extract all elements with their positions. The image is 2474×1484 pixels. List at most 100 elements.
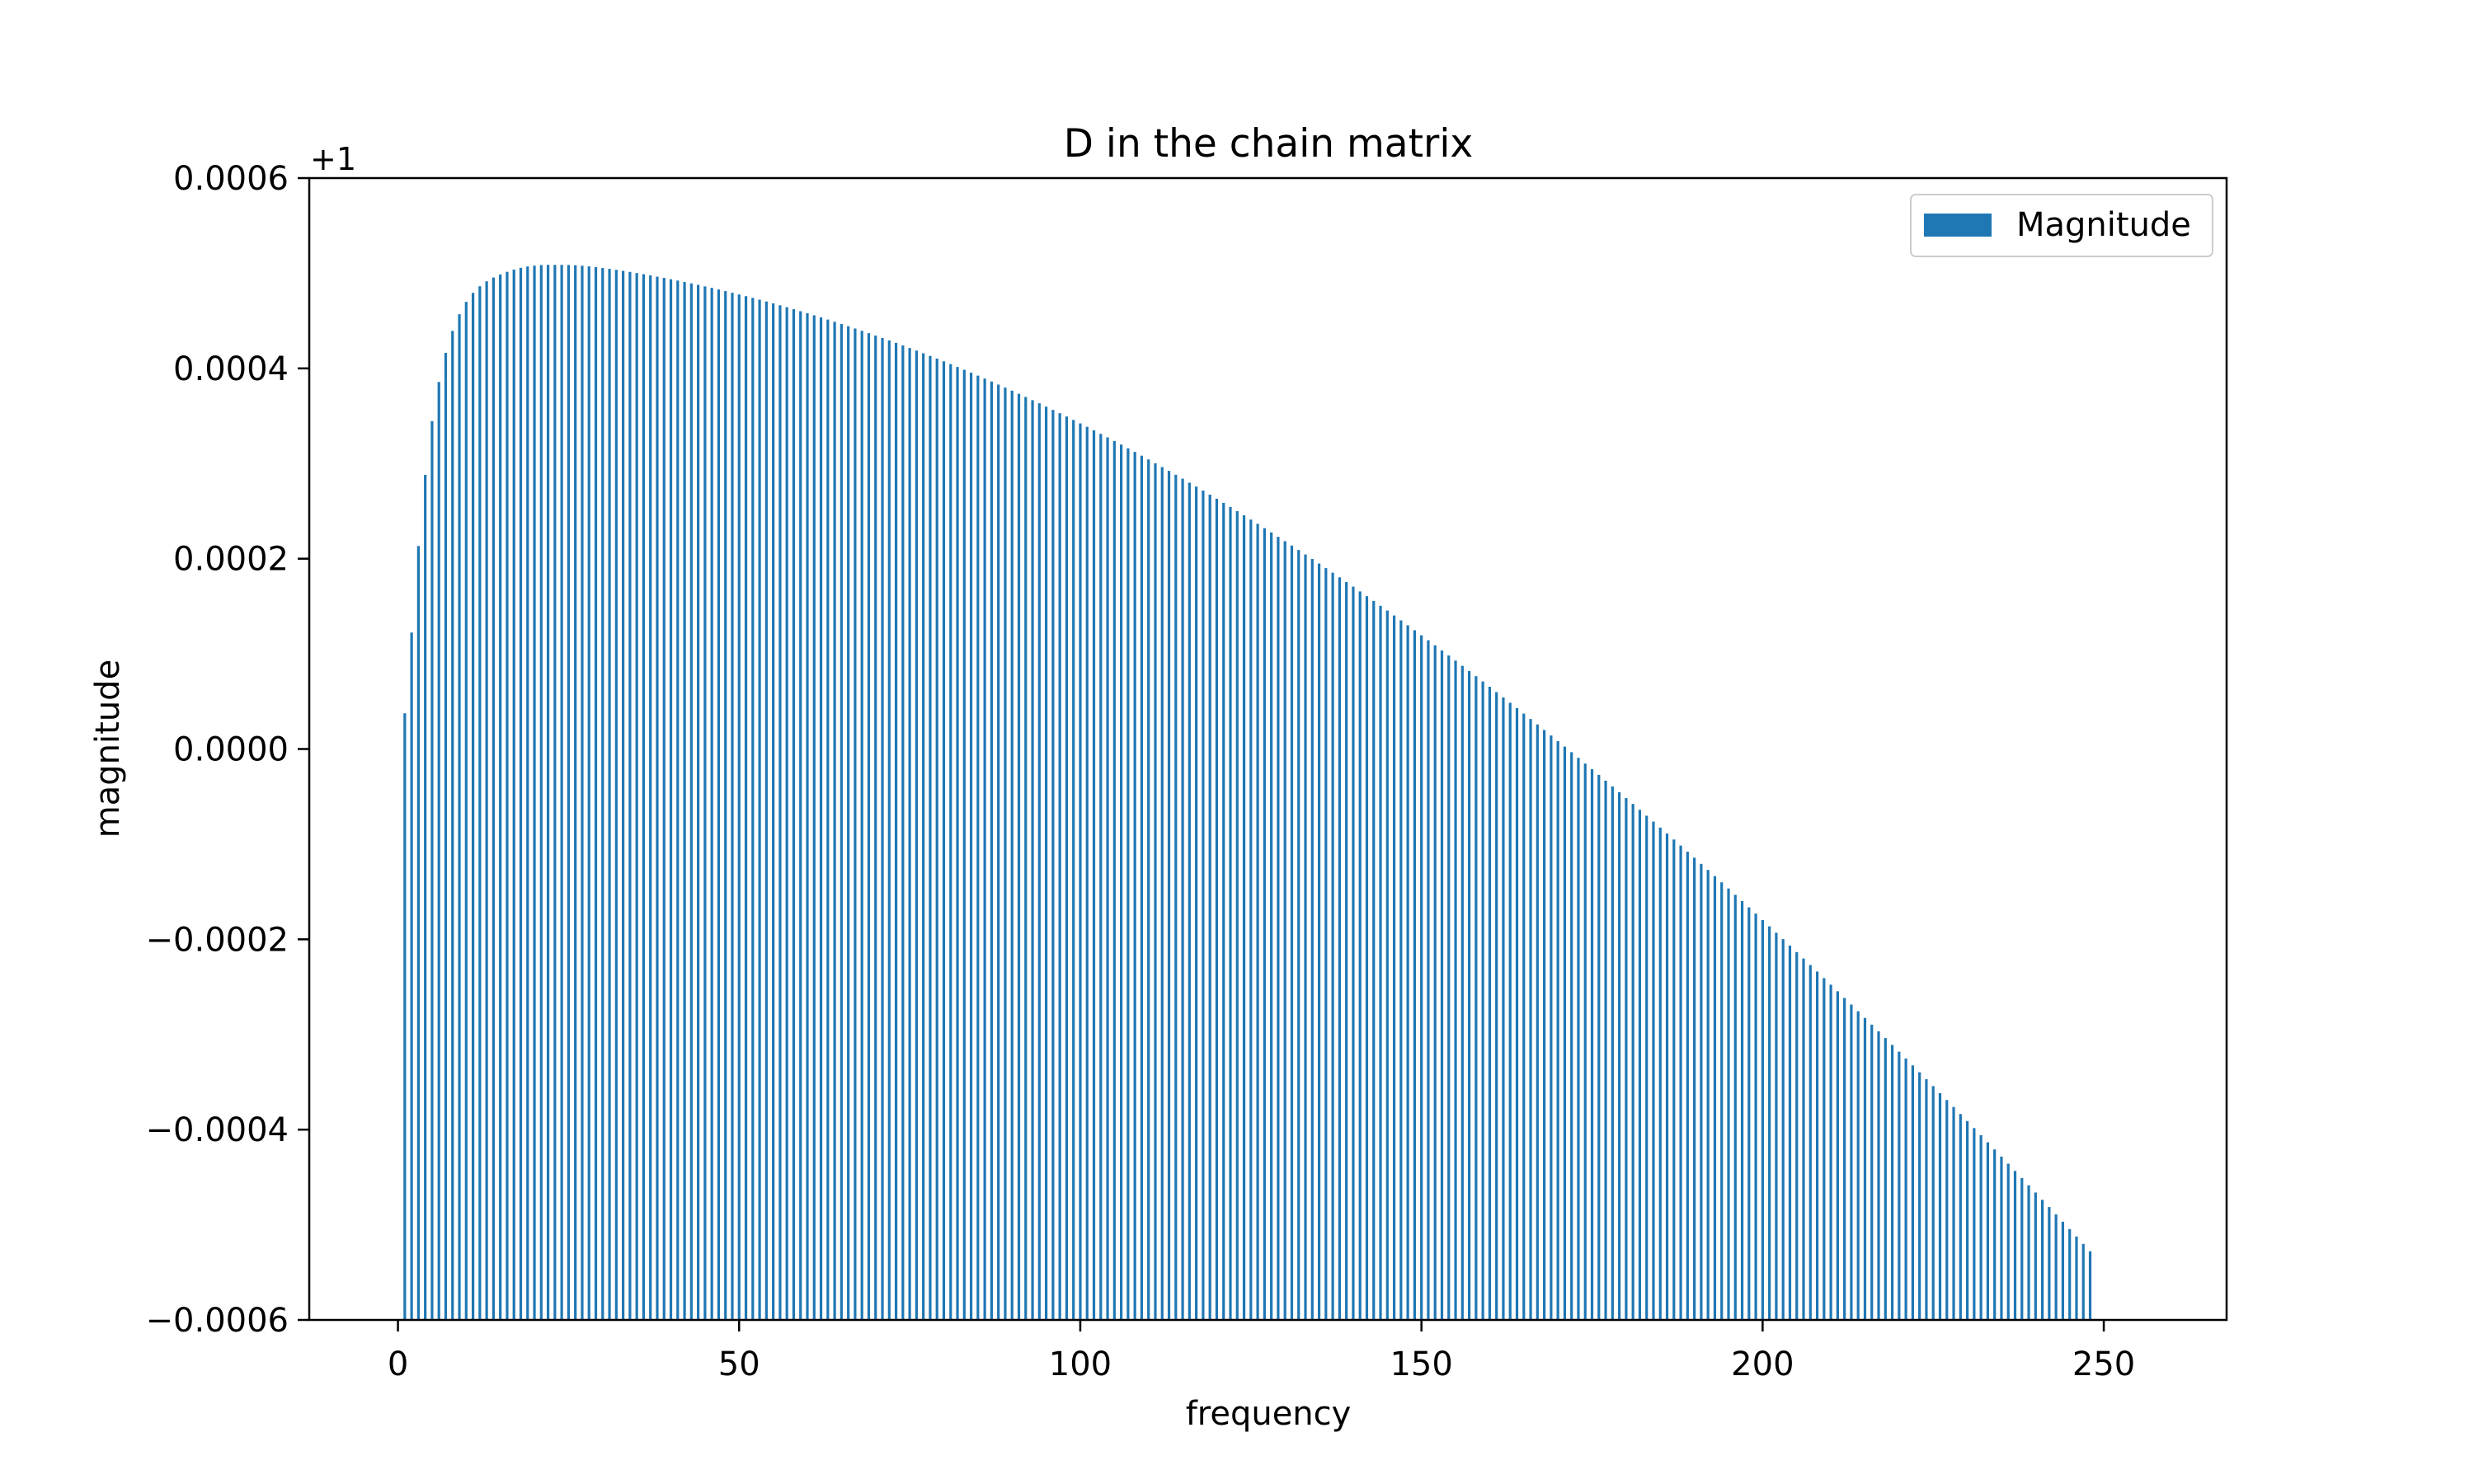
y-tick-label: 0.0000 bbox=[173, 731, 289, 769]
bar bbox=[683, 282, 686, 1320]
bar bbox=[539, 265, 543, 1320]
legend-swatch-magnitude bbox=[1924, 214, 1992, 237]
bar bbox=[574, 265, 577, 1321]
bar bbox=[478, 286, 482, 1321]
bar bbox=[1270, 532, 1273, 1320]
bar bbox=[1843, 998, 1846, 1320]
bar bbox=[1747, 907, 1751, 1320]
bar bbox=[894, 342, 898, 1320]
bar bbox=[887, 340, 891, 1320]
bar bbox=[1836, 991, 1839, 1320]
bar bbox=[792, 309, 796, 1320]
axis-offset-label: +1 bbox=[310, 141, 356, 177]
bar bbox=[410, 632, 413, 1320]
bar bbox=[1625, 797, 1628, 1320]
bar bbox=[512, 270, 515, 1320]
bar bbox=[1658, 827, 1662, 1320]
bar bbox=[1543, 730, 1546, 1320]
bar bbox=[847, 326, 850, 1321]
bar bbox=[519, 267, 523, 1321]
bar bbox=[1338, 577, 1341, 1320]
bar bbox=[1672, 839, 1676, 1320]
bar bbox=[1768, 926, 1771, 1320]
bar bbox=[1884, 1038, 1887, 1320]
bar bbox=[785, 307, 788, 1320]
bar bbox=[1467, 670, 1471, 1320]
bar bbox=[2000, 1156, 2003, 1320]
bar bbox=[901, 345, 905, 1320]
bar bbox=[1126, 448, 1130, 1320]
bar bbox=[1550, 735, 1553, 1320]
x-tick-label: 150 bbox=[1390, 1345, 1452, 1383]
bar bbox=[1229, 506, 1232, 1320]
bar bbox=[1808, 965, 1812, 1320]
x-axis-label: frequency bbox=[1186, 1395, 1352, 1433]
bar bbox=[1058, 413, 1061, 1321]
bar bbox=[1945, 1100, 1949, 1320]
bar bbox=[1324, 568, 1328, 1320]
y-axis-label: magnitude bbox=[89, 660, 127, 838]
bar bbox=[553, 265, 557, 1320]
bar bbox=[1392, 615, 1396, 1320]
bar bbox=[1590, 768, 1594, 1320]
bar bbox=[1460, 665, 1464, 1320]
bar bbox=[1188, 482, 1191, 1320]
bar bbox=[1379, 605, 1382, 1320]
bar bbox=[492, 277, 495, 1320]
x-tick-label: 200 bbox=[1731, 1345, 1794, 1383]
bar bbox=[1242, 515, 1246, 1320]
bar bbox=[2075, 1236, 2078, 1320]
bar bbox=[594, 267, 598, 1320]
bar bbox=[1099, 434, 1103, 1320]
bar bbox=[424, 474, 427, 1320]
bar bbox=[1706, 870, 1710, 1320]
bar bbox=[1904, 1058, 1907, 1320]
bar bbox=[1372, 600, 1376, 1320]
bar bbox=[833, 322, 836, 1320]
bar bbox=[737, 294, 741, 1320]
bar bbox=[1815, 971, 1819, 1320]
bar bbox=[1085, 426, 1089, 1321]
bar bbox=[1931, 1086, 1935, 1320]
bar bbox=[1693, 857, 1696, 1320]
bar bbox=[458, 314, 461, 1320]
bar bbox=[717, 289, 721, 1320]
bar bbox=[1665, 833, 1669, 1320]
bar-series-magnitude bbox=[403, 265, 2092, 1321]
bar bbox=[444, 353, 448, 1320]
bar bbox=[1488, 687, 1492, 1320]
bar bbox=[2081, 1243, 2085, 1320]
bar bbox=[1952, 1106, 1955, 1320]
bar bbox=[2020, 1177, 2024, 1320]
bar bbox=[1112, 440, 1116, 1320]
bar bbox=[1536, 724, 1539, 1320]
bar bbox=[764, 301, 768, 1321]
bar bbox=[1898, 1051, 1901, 1320]
bar bbox=[1249, 519, 1253, 1320]
legend-box bbox=[1910, 194, 2213, 257]
y-tick-label: 0.0002 bbox=[173, 541, 289, 579]
y-tick-label: 0.0006 bbox=[173, 160, 289, 198]
bar bbox=[1195, 486, 1198, 1320]
bar bbox=[416, 546, 420, 1320]
bar bbox=[1631, 804, 1634, 1320]
bar bbox=[437, 382, 440, 1321]
bar bbox=[533, 265, 536, 1321]
bar bbox=[1454, 660, 1457, 1320]
bar bbox=[806, 312, 809, 1320]
bar bbox=[949, 364, 952, 1320]
bar bbox=[1713, 876, 1717, 1320]
bar bbox=[962, 369, 966, 1320]
x-tick-label: 0 bbox=[388, 1345, 408, 1383]
bar bbox=[526, 266, 529, 1321]
bar bbox=[635, 273, 638, 1321]
x-tick-label: 50 bbox=[718, 1345, 760, 1383]
bar bbox=[1781, 939, 1785, 1320]
bar bbox=[1283, 541, 1286, 1320]
bar bbox=[1829, 984, 1832, 1320]
bar bbox=[2048, 1207, 2051, 1320]
bar bbox=[867, 333, 871, 1320]
bar bbox=[969, 373, 973, 1320]
bar bbox=[799, 311, 802, 1321]
bar bbox=[1993, 1149, 1997, 1320]
